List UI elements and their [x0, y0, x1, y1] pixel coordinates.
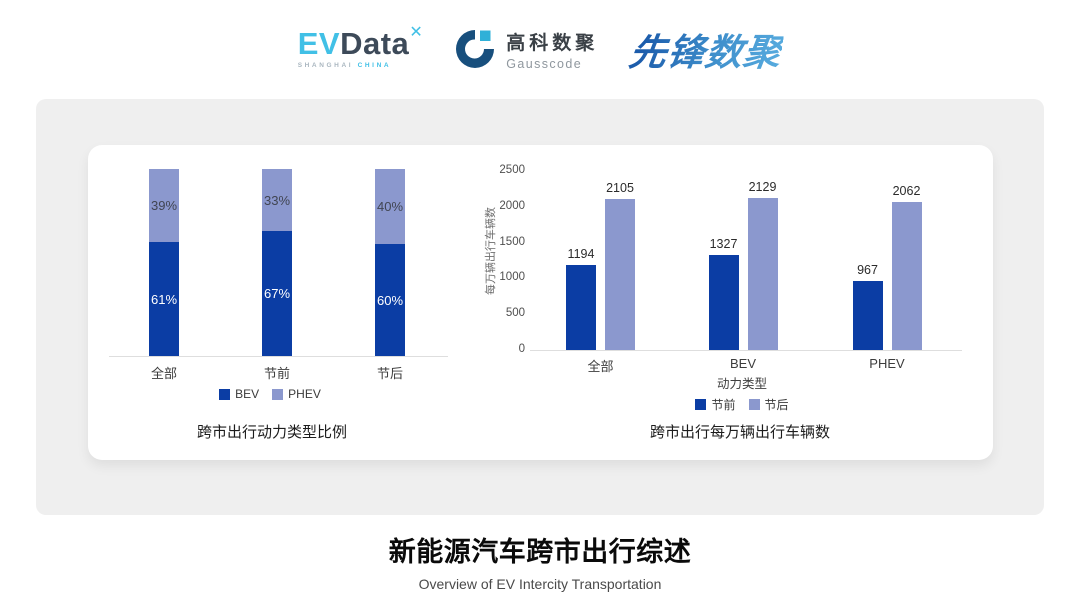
evdata-logo-shanghai: SHANGHAI: [297, 62, 354, 70]
gausscode-g-icon: [453, 27, 497, 71]
charts-panel: 跨市出行动力类型比例 39% 61% 全部 33% 67% 节前 40% 60% 节后 BEV PH…: [88, 145, 993, 460]
legend-label: PHEV: [288, 387, 321, 401]
bar-value-label: 967: [857, 263, 878, 277]
category-label: PHEV: [869, 356, 905, 371]
y-tick-label: 500: [505, 307, 525, 320]
y-tick-label: 1000: [499, 271, 525, 284]
grouped-bar: [708, 255, 739, 350]
bev-segment: 60%: [375, 244, 405, 356]
page-subtitle: Overview of EV Intercity Transportation: [418, 576, 662, 592]
legend-label: 节前: [711, 398, 736, 412]
x-axis-line: [109, 356, 448, 357]
evdata-logo-data: Data: [340, 26, 410, 62]
legend-swatch: [695, 399, 707, 410]
legend-item: 节前: [695, 396, 736, 413]
stacked-bar: 33% 67%: [262, 169, 292, 356]
legend-item: BEV: [219, 387, 259, 401]
gausscode-logo-en: Gausscode: [506, 56, 583, 71]
category-label: 全部: [150, 366, 177, 381]
stacked-bar-chart: 跨市出行动力类型比例 39% 61% 全部 33% 67% 节前 40% 60% 节后 BEV PH…: [88, 145, 993, 460]
grouped-bar: [605, 199, 635, 350]
sparkle-icon: ✕: [409, 24, 424, 42]
chart-title: 跨市出行动力类型比例: [196, 424, 347, 441]
legend-item: 节后: [748, 396, 789, 413]
bar-value-label: 2062: [892, 184, 921, 198]
grouped-bar: [747, 198, 778, 350]
stacked-bar: 40% 60%: [375, 169, 405, 356]
bar-value-label: 1327: [709, 237, 738, 251]
legend-label: BEV: [235, 387, 260, 401]
legend: BEV PHEV: [150, 387, 390, 401]
stacked-bar: 39% 61%: [149, 169, 179, 356]
category-label: BEV: [729, 356, 756, 371]
phev-segment: 40%: [375, 169, 405, 244]
category-label: 节前: [263, 366, 290, 381]
x-axis-line: [530, 350, 962, 351]
x-axis-title: 动力类型: [716, 377, 767, 391]
evdata-logo-ev: EV: [297, 26, 341, 62]
bev-segment: 61%: [149, 242, 179, 356]
y-tick-label: 0: [518, 343, 525, 355]
legend-swatch: [748, 399, 760, 410]
gausscode-logo-cn: 高科数聚: [506, 32, 599, 54]
pioneer-shuju-logo: 先锋数聚: [626, 22, 786, 76]
gausscode-logo: 高科数聚 Gausscode: [453, 27, 598, 71]
phev-segment: 33%: [262, 169, 292, 231]
gausscode-logo-text: 高科数聚 Gausscode: [506, 28, 598, 71]
grouped-bar: [566, 265, 596, 350]
bar-value-label: 2105: [606, 181, 634, 195]
bev-segment: 67%: [262, 231, 292, 356]
y-tick-label: 2000: [499, 199, 525, 212]
evdata-logo: EVData ✕ SHANGHAI CHINA: [297, 25, 423, 70]
chart-title: 跨市出行每万辆出行车辆数: [649, 424, 830, 441]
evdata-logo-tagline: SHANGHAI CHINA: [298, 63, 410, 70]
y-tick-label: 1500: [499, 235, 525, 248]
grouped-bar: [891, 202, 922, 350]
charts-card: 跨市出行动力类型比例 39% 61% 全部 33% 67% 节前 40% 60% 节后 BEV PH…: [36, 99, 1044, 515]
grouped-bar: [852, 281, 883, 350]
evdata-logo-wordmark: EVData ✕: [297, 25, 423, 62]
page-title: 新能源汽车跨市出行综述: [388, 537, 692, 567]
legend-swatch: [272, 388, 284, 400]
legend-label: 节后: [764, 398, 789, 412]
evdata-logo-china: CHINA: [357, 62, 392, 70]
bar-value-label: 2129: [748, 180, 777, 194]
y-tick-label: 2500: [499, 164, 525, 176]
grouped-bar-chart: 每万辆出行车辆数 动力类型 跨市出行每万辆出行车辆数 0 500 1000 1500 2…: [88, 145, 993, 460]
phev-segment: 39%: [149, 169, 179, 242]
bar-value-label: 1194: [567, 247, 595, 261]
footer: 新能源汽车跨市出行综述 Overview of EV Intercity Tra…: [0, 530, 1080, 592]
category-label: 全部: [587, 359, 614, 374]
category-label: 节后: [376, 366, 403, 381]
legend: 节前 节后: [622, 396, 862, 413]
legend-item: PHEV: [272, 387, 321, 401]
legend-swatch: [219, 388, 231, 400]
header-logo-bar: EVData ✕ SHANGHAI CHINA 高科数聚 Gausscode 先锋…: [0, 22, 1080, 76]
